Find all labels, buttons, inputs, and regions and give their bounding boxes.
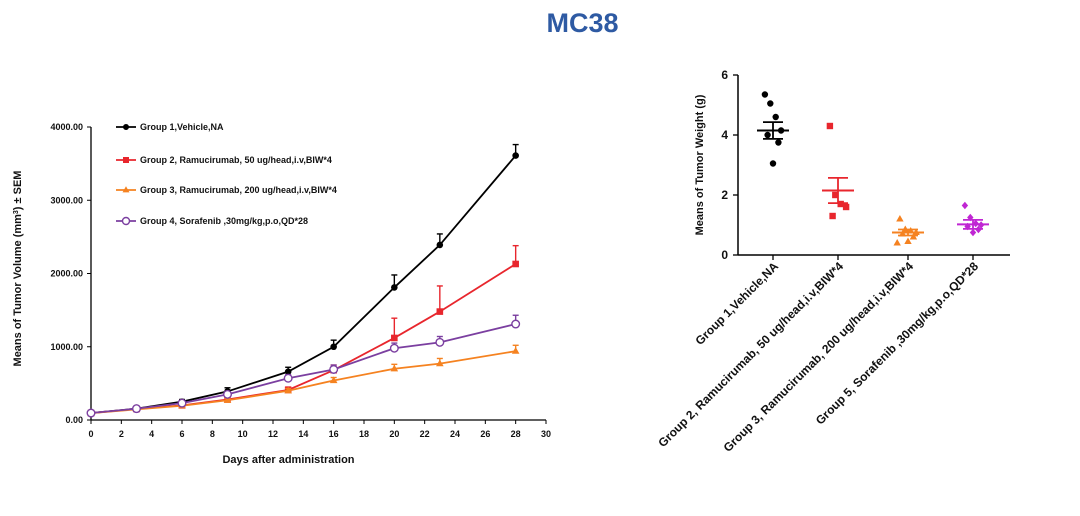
data-point <box>769 160 777 167</box>
data-point <box>904 237 912 245</box>
x-tick-label: 26 <box>480 429 490 439</box>
data-point <box>511 319 521 329</box>
x-tick-label: 24 <box>450 429 460 439</box>
data-point <box>436 359 444 367</box>
legend-marker <box>121 216 131 226</box>
legend-marker <box>123 124 129 130</box>
data-point <box>772 113 779 121</box>
data-point <box>390 364 399 372</box>
data-point <box>283 373 293 383</box>
y-tick-label: 2000.00 <box>50 269 83 279</box>
data-point <box>896 215 904 222</box>
data-point <box>131 404 141 414</box>
data-point <box>435 337 445 347</box>
y-tick-label: 4 <box>721 128 728 142</box>
page-title: MC38 <box>546 8 619 38</box>
data-point <box>223 396 232 403</box>
series-line <box>90 350 516 414</box>
data-point <box>330 343 337 351</box>
x-tick-label: 8 <box>210 429 215 439</box>
y-tick-label: 6 <box>721 68 728 82</box>
y-tick-label: 0 <box>721 248 728 262</box>
data-point <box>767 100 774 107</box>
data-point <box>969 228 977 237</box>
x-tick-label: 30 <box>541 429 551 439</box>
data-point <box>436 308 444 315</box>
data-point <box>284 386 292 394</box>
data-point <box>86 408 96 418</box>
data-point <box>826 122 834 130</box>
legend-label: Group 4, Sorafenib ,30mg/kg,p.o,QD*28 <box>140 216 308 226</box>
data-point <box>177 398 187 408</box>
data-point <box>829 212 836 220</box>
data-point <box>512 260 519 268</box>
y-axis-label: Means of Tumor Weight (g) <box>694 94 706 235</box>
data-point <box>511 347 520 354</box>
data-point <box>284 368 292 375</box>
x-tick-label: 4 <box>149 429 154 439</box>
y-tick-label: 2 <box>721 188 728 202</box>
data-point <box>961 201 969 210</box>
data-point <box>329 364 339 374</box>
x-tick-label: 14 <box>298 429 308 439</box>
data-point <box>761 91 769 98</box>
data-point <box>842 203 850 211</box>
y-axis-label: Means of Tumor Volume (mm3) ± SEM <box>12 171 24 367</box>
data-point <box>832 191 839 199</box>
data-point <box>436 241 444 249</box>
data-point <box>512 152 519 159</box>
legend-marker <box>123 157 129 163</box>
data-point <box>389 343 399 353</box>
data-point <box>775 139 782 146</box>
data-point <box>893 239 901 246</box>
x-tick-label: 2 <box>119 429 124 439</box>
data-point <box>964 222 971 231</box>
y-tick-label: 4000.00 <box>50 122 83 132</box>
x-tick-label: 28 <box>511 429 521 439</box>
legend-label: Group 1,Vehicle,NA <box>140 122 224 132</box>
x-tick-label: 0 <box>88 429 93 439</box>
data-point <box>222 389 232 399</box>
x-axis-label: Days after administration <box>222 454 354 466</box>
series-line <box>90 323 516 414</box>
x-tick-label: 20 <box>389 429 399 439</box>
x-tick-label: 18 <box>359 429 369 439</box>
x-tick-label: 12 <box>268 429 278 439</box>
data-point <box>391 284 398 291</box>
data-point <box>329 376 338 384</box>
x-tick-label: 10 <box>238 429 248 439</box>
data-point <box>967 213 974 222</box>
y-tick-label: 0.00 <box>65 415 83 425</box>
x-tick-label: 16 <box>329 429 339 439</box>
data-point <box>391 334 398 342</box>
x-tick-label: 22 <box>420 429 430 439</box>
x-tick-label: 6 <box>179 429 184 439</box>
data-point <box>764 131 771 139</box>
legend-label: Group 3, Ramucirumab, 200 ug/head,i.v,BI… <box>140 185 337 195</box>
y-tick-label: 3000.00 <box>50 195 83 205</box>
y-tick-label: 1000.00 <box>50 342 83 352</box>
legend-marker <box>122 186 130 193</box>
legend-label: Group 2, Ramucirumab, 50 ug/head,i.v,BIW… <box>140 155 332 165</box>
